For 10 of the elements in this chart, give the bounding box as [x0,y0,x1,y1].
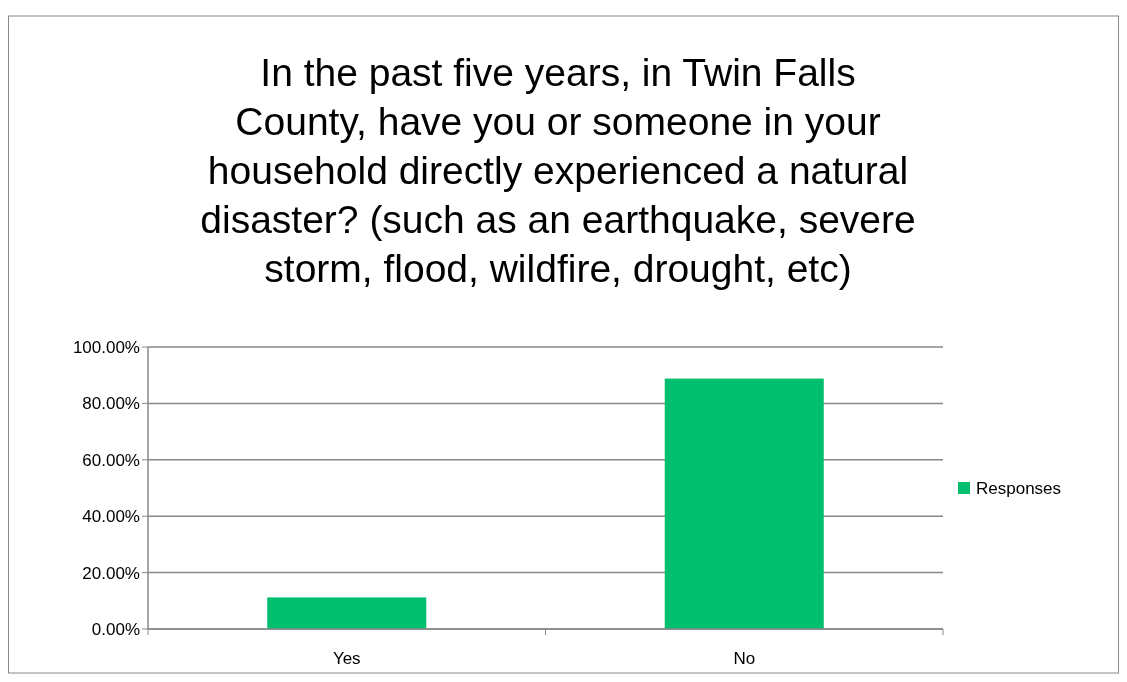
legend-label: Responses [976,478,1062,498]
y-tick-label: 60.00% [82,450,140,470]
y-tick-label: 20.00% [82,563,140,583]
y-tick-label: 40.00% [82,507,140,527]
x-tick-label: No [733,649,756,668]
x-tick-label: Yes [332,649,361,668]
y-tick-label: 80.00% [82,394,140,414]
y-tick-label: 100.00% [72,337,140,357]
y-tick-label: 0.00% [91,619,140,639]
chart-title: In the past five years, in Twin Falls County, have you or someone in your household directly experienced a natural disaster? (such as an earthquake, severe storm, flood, wildfire, drought, etc) [200,51,916,290]
